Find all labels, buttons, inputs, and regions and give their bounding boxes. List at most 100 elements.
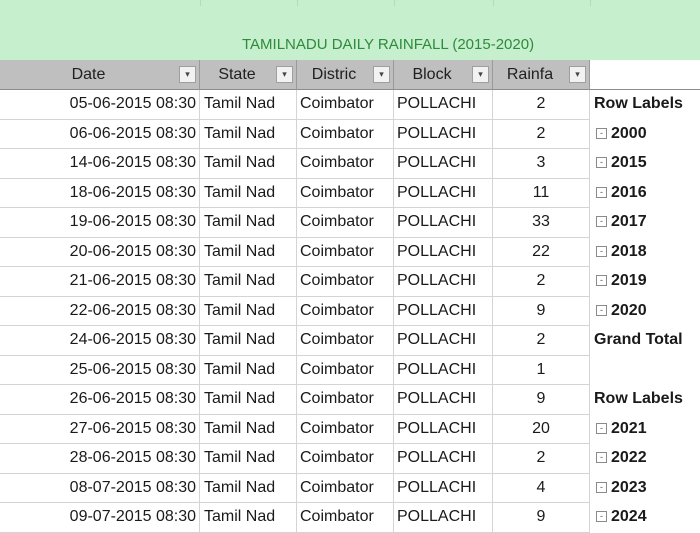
district-cell[interactable]: Coimbator [297, 237, 394, 267]
column-header-district[interactable]: Distric ▾ [297, 60, 394, 90]
date-cell[interactable]: 25-06-2015 08:30 [0, 355, 200, 385]
district-cell[interactable]: Coimbator [297, 178, 394, 208]
collapse-minus-icon[interactable]: - [596, 481, 607, 493]
pivot-row-item[interactable]: -2015 [590, 149, 700, 179]
state-cell[interactable]: Tamil Nad [200, 326, 297, 356]
state-cell[interactable]: Tamil Nad [200, 503, 297, 533]
block-cell[interactable]: POLLACHI [394, 473, 493, 503]
district-cell[interactable]: Coimbator [297, 267, 394, 297]
collapse-minus-icon[interactable]: - [596, 245, 607, 257]
district-cell[interactable]: Coimbator [297, 385, 394, 415]
column-header-block[interactable]: Block ▾ [394, 60, 493, 90]
pivot-row-item[interactable]: -2017 [590, 208, 700, 238]
pivot-row-item[interactable]: -2020 [590, 297, 700, 327]
date-cell[interactable]: 20-06-2015 08:30 [0, 237, 200, 267]
date-cell[interactable]: 14-06-2015 08:30 [0, 149, 200, 179]
district-cell[interactable]: Coimbator [297, 119, 394, 149]
state-cell[interactable]: Tamil Nad [200, 119, 297, 149]
state-cell[interactable]: Tamil Nad [200, 296, 297, 326]
rainfall-cell[interactable]: 2 [493, 267, 590, 297]
pivot-row-item[interactable]: -2022 [590, 444, 700, 474]
date-cell[interactable]: 26-06-2015 08:30 [0, 385, 200, 415]
state-cell[interactable]: Tamil Nad [200, 178, 297, 208]
block-cell[interactable]: POLLACHI [394, 355, 493, 385]
pivot-row-item[interactable]: -2018 [590, 238, 700, 268]
collapse-minus-icon[interactable]: - [596, 157, 607, 169]
rainfall-cell[interactable]: 3 [493, 149, 590, 179]
district-cell[interactable]: Coimbator [297, 473, 394, 503]
block-cell[interactable]: POLLACHI [394, 237, 493, 267]
state-cell[interactable]: Tamil Nad [200, 444, 297, 474]
rainfall-cell[interactable]: 9 [493, 385, 590, 415]
rainfall-cell[interactable]: 4 [493, 473, 590, 503]
state-cell[interactable]: Tamil Nad [200, 355, 297, 385]
rainfall-cell[interactable]: 22 [493, 237, 590, 267]
district-cell[interactable]: Coimbator [297, 414, 394, 444]
block-cell[interactable]: POLLACHI [394, 208, 493, 238]
collapse-minus-icon[interactable]: - [596, 304, 607, 316]
state-cell[interactable]: Tamil Nad [200, 267, 297, 297]
state-cell[interactable]: Tamil Nad [200, 90, 297, 120]
rainfall-cell[interactable]: 20 [493, 414, 590, 444]
district-cell[interactable]: Coimbator [297, 355, 394, 385]
block-cell[interactable]: POLLACHI [394, 296, 493, 326]
column-header-date[interactable]: Date ▾ [0, 60, 200, 90]
pivot-row-item[interactable]: -2019 [590, 267, 700, 297]
pivot-row-item[interactable]: -2000 [590, 120, 700, 150]
block-cell[interactable]: POLLACHI [394, 267, 493, 297]
rainfall-cell[interactable]: 9 [493, 503, 590, 533]
block-cell[interactable]: POLLACHI [394, 90, 493, 120]
filter-dropdown-icon[interactable]: ▾ [472, 66, 489, 83]
state-cell[interactable]: Tamil Nad [200, 473, 297, 503]
pivot-row-item[interactable]: -2021 [590, 415, 700, 445]
rainfall-cell[interactable]: 11 [493, 178, 590, 208]
district-cell[interactable]: Coimbator [297, 444, 394, 474]
date-cell[interactable]: 22-06-2015 08:30 [0, 296, 200, 326]
column-header-rainfall[interactable]: Rainfa ▾ [493, 60, 590, 90]
rainfall-cell[interactable]: 2 [493, 326, 590, 356]
collapse-minus-icon[interactable]: - [596, 275, 607, 287]
pivot-row-item[interactable]: -2023 [590, 474, 700, 504]
block-cell[interactable]: POLLACHI [394, 178, 493, 208]
district-cell[interactable]: Coimbator [297, 503, 394, 533]
collapse-minus-icon[interactable]: - [596, 186, 607, 198]
filter-dropdown-icon[interactable]: ▾ [569, 66, 586, 83]
block-cell[interactable]: POLLACHI [394, 149, 493, 179]
filter-dropdown-icon[interactable]: ▾ [373, 66, 390, 83]
date-cell[interactable]: 09-07-2015 08:30 [0, 503, 200, 533]
district-cell[interactable]: Coimbator [297, 149, 394, 179]
block-cell[interactable]: POLLACHI [394, 119, 493, 149]
date-cell[interactable]: 06-06-2015 08:30 [0, 119, 200, 149]
district-cell[interactable]: Coimbator [297, 296, 394, 326]
rainfall-cell[interactable]: 1 [493, 355, 590, 385]
block-cell[interactable]: POLLACHI [394, 414, 493, 444]
rainfall-cell[interactable]: 2 [493, 444, 590, 474]
rainfall-cell[interactable]: 2 [493, 90, 590, 120]
date-cell[interactable]: 28-06-2015 08:30 [0, 444, 200, 474]
state-cell[interactable]: Tamil Nad [200, 414, 297, 444]
block-cell[interactable]: POLLACHI [394, 385, 493, 415]
collapse-minus-icon[interactable]: - [596, 511, 607, 523]
district-cell[interactable]: Coimbator [297, 90, 394, 120]
pivot-row-labels[interactable]: Row Labels [594, 95, 683, 112]
collapse-minus-icon[interactable]: - [596, 422, 607, 434]
state-cell[interactable]: Tamil Nad [200, 385, 297, 415]
date-cell[interactable]: 21-06-2015 08:30 [0, 267, 200, 297]
district-cell[interactable]: Coimbator [297, 326, 394, 356]
pivot-row-item[interactable]: -2024 [590, 503, 700, 533]
rainfall-cell[interactable]: 33 [493, 208, 590, 238]
state-cell[interactable]: Tamil Nad [200, 149, 297, 179]
date-cell[interactable]: 18-06-2015 08:30 [0, 178, 200, 208]
date-cell[interactable]: 19-06-2015 08:30 [0, 208, 200, 238]
filter-dropdown-icon[interactable]: ▾ [276, 66, 293, 83]
pivot-empty-cell[interactable] [590, 356, 700, 386]
rainfall-cell[interactable]: 9 [493, 296, 590, 326]
collapse-minus-icon[interactable]: - [596, 452, 607, 464]
date-cell[interactable]: 27-06-2015 08:30 [0, 414, 200, 444]
filter-dropdown-icon[interactable]: ▾ [179, 66, 196, 83]
pivot-grand-total[interactable]: Grand Total [594, 331, 683, 348]
column-header-state[interactable]: State ▾ [200, 60, 297, 90]
rainfall-cell[interactable]: 2 [493, 119, 590, 149]
state-cell[interactable]: Tamil Nad [200, 237, 297, 267]
district-cell[interactable]: Coimbator [297, 208, 394, 238]
